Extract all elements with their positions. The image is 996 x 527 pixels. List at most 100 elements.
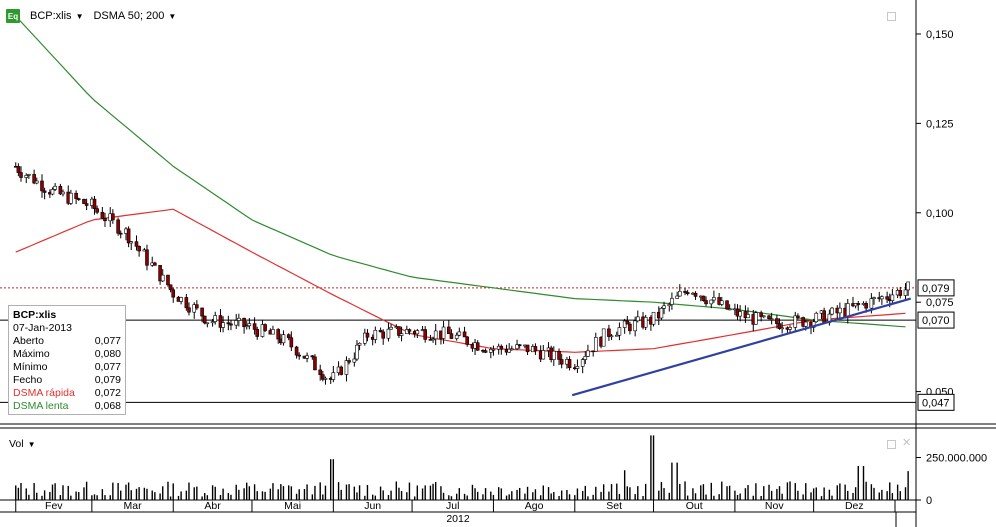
candle-body [386,328,391,339]
candle-body [885,296,889,300]
candle-body [433,330,438,340]
volume-tick-label: 0 [926,495,932,507]
volume-selector[interactable]: Vol ▼ [9,438,36,450]
candle-body [683,290,687,293]
candle-body [195,304,199,309]
candle-body [229,323,233,326]
candle-body [218,315,223,328]
candle-body [769,318,774,320]
candle-body [659,308,664,319]
candle-body [864,303,868,309]
candle-body [126,228,131,244]
candle-body [586,350,590,357]
candle-body [551,350,556,360]
candle-body [118,232,123,235]
close-icon[interactable]: ✕ [902,437,912,449]
candle-body [347,360,351,363]
candle-body [701,295,706,301]
candle-body [381,331,385,339]
candle-body [777,323,782,329]
candle-body [310,355,315,358]
candle-body [145,249,149,266]
candle-body [129,241,134,244]
candle-body [746,314,750,319]
slow-ma-line [15,15,906,328]
x-month-label: Nov [765,500,784,512]
candle-body [92,198,97,209]
restore-icon[interactable] [887,12,896,21]
symbol-selector[interactable]: BCP:xlis ▼ [30,10,83,22]
candle-body [42,190,47,193]
candle-body [58,185,63,195]
candle-body [557,350,561,360]
candle-body [344,360,349,375]
candle-body [830,307,834,315]
info-row-label: DSMA lenta [13,400,69,412]
candle-body [491,348,496,351]
y-tick-label: 0,075 [926,297,954,309]
candle-body [34,180,39,184]
candle-body [725,300,729,310]
candle-body [465,336,469,345]
candle-body [100,211,105,219]
chevron-down-icon: ▼ [75,12,84,21]
candle-body [880,296,884,300]
candle-body [628,323,632,332]
price-marker-label: 0,070 [922,315,950,327]
candle-body [709,299,714,305]
candle-body [271,329,275,335]
price-marker-label: 0,079 [922,283,950,295]
candle-body [200,307,204,317]
candle-body [609,335,614,338]
candle-body [788,327,792,330]
candle-body [793,315,798,328]
info-row-value: 0,079 [94,374,121,386]
y-tick-label: 0,100 [926,208,954,220]
y-tick-label: 0,125 [926,118,954,130]
candle-body [166,274,170,286]
candle-body [845,303,850,317]
chevron-down-icon: ▼ [27,440,36,449]
candle-body [483,350,488,353]
candle-body [184,297,189,309]
candle-body [27,174,31,176]
candle-body [226,322,231,325]
candle-body [244,325,249,328]
info-row: Aberto 0,077 [13,335,121,348]
candle-body [643,317,648,328]
info-symbol: BCP:xlis [13,309,57,321]
equity-icon[interactable]: Eq [6,9,20,23]
candle-body [53,185,57,190]
candle-body [69,192,73,204]
candle-body [171,289,176,298]
candle-body [242,317,246,328]
candle-body [116,219,120,234]
candle-body [40,180,44,192]
candle-body [633,320,637,332]
indicator-selector[interactable]: DSMA 50; 200 ▼ [93,10,176,22]
candle-body [704,300,708,305]
candle-body [838,307,842,314]
candle-body [515,344,519,350]
candle-body [205,322,210,325]
candle-body [331,372,336,380]
candle-body [50,189,55,195]
info-row: DSMA lenta 0,068 [13,400,121,413]
candle-body [19,172,23,178]
x-month-label: Jun [364,500,381,512]
candle-body [593,337,598,352]
info-row-label: Máximo [13,348,50,360]
candle-body [286,334,291,339]
candle-body [767,315,771,319]
x-month-label: Dez [845,500,864,512]
info-date: 07-Jan-2013 [13,322,72,334]
candle-body [134,241,139,247]
candle-body [373,329,378,340]
candle-body [567,359,572,369]
candle-body [685,292,690,295]
restore-icon[interactable] [887,440,896,449]
candle-body [441,326,446,339]
candle-body [32,174,36,184]
indicator-label: DSMA 50; 200 [93,10,165,22]
candle-body [158,265,162,282]
